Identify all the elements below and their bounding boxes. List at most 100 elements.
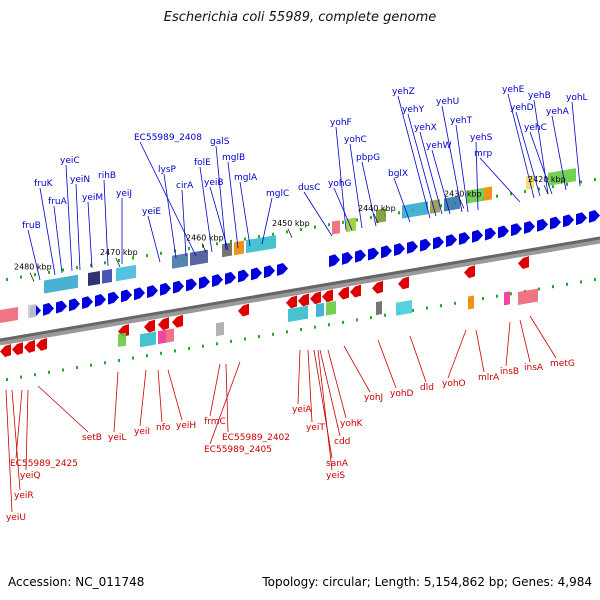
track-tick (90, 263, 92, 267)
feature-block (0, 306, 18, 323)
track-tick (594, 178, 596, 182)
track-tick (342, 220, 344, 224)
feature-block (166, 328, 174, 343)
track-tick (286, 230, 288, 234)
track-tick (132, 356, 134, 360)
forward-gene-label: yehA (546, 107, 570, 117)
track-tick (566, 182, 568, 186)
forward-gene-label: folE (194, 158, 211, 168)
track-tick (62, 268, 64, 272)
reverse-gene-label: nfo (156, 423, 171, 433)
track-tick (6, 277, 8, 281)
track-tick (202, 344, 204, 348)
track-tick (48, 270, 50, 274)
reverse-gene-label: yohO (442, 379, 466, 389)
track-tick (174, 349, 176, 353)
track-tick (440, 204, 442, 208)
leader-line (147, 215, 161, 263)
leader-line (327, 349, 347, 419)
reverse-gene-arrow (238, 303, 249, 317)
track-tick (552, 185, 554, 189)
scale-tick (115, 257, 121, 268)
track-tick (328, 223, 330, 227)
track-tick (6, 377, 8, 381)
scale-label: 2470 kbp (100, 248, 138, 257)
reverse-gene-label: insB (500, 367, 519, 377)
forward-gene-label: yohF (330, 118, 352, 128)
leader-line (529, 315, 557, 359)
leader-line (455, 124, 469, 213)
reverse-gene-arrow (322, 289, 333, 303)
leader-line (209, 186, 229, 251)
forward-gene-label: fruK (34, 179, 54, 189)
scale-label: 2420 kbp (528, 175, 566, 184)
scale-tick (543, 185, 549, 195)
forward-gene-arrow (82, 296, 93, 310)
leader-line (475, 329, 485, 373)
feature-block (116, 264, 136, 282)
leader-line (15, 389, 23, 459)
reverse-gene-label: yeiA (292, 405, 312, 415)
forward-gene-arrow (563, 214, 574, 228)
forward-gene-arrow (550, 216, 561, 230)
forward-gene-label: yehS (470, 133, 493, 143)
track-tick (300, 228, 302, 231)
forward-gene-arrow (95, 293, 106, 307)
leader-line (227, 161, 239, 249)
leader-line (87, 201, 93, 269)
feature-block (548, 168, 576, 186)
reverse-gene-arrow (172, 314, 183, 328)
track-tick (580, 280, 582, 284)
leader-line (53, 205, 63, 274)
track-tick (118, 358, 120, 362)
leader-line (361, 161, 377, 227)
track-tick (426, 306, 428, 310)
reverse-gene-arrow (372, 280, 383, 294)
reverse-gene-arrow (310, 291, 321, 305)
scale-label: 2450 kbp (272, 219, 310, 228)
feature-block (222, 242, 232, 258)
scale-tick (373, 213, 379, 224)
reverse-gene-label: metG (550, 359, 575, 369)
feature-block (468, 295, 474, 310)
track-tick (440, 304, 442, 308)
leader-line (507, 93, 535, 199)
feature-block (376, 301, 382, 316)
track-tick (594, 278, 596, 282)
leader-line (113, 371, 119, 433)
leader-line (407, 113, 437, 217)
forward-gene-label: pbpG (356, 153, 380, 163)
leader-line (447, 329, 467, 379)
scale-label: 2480 kbp (14, 263, 52, 272)
leader-line (377, 339, 397, 389)
track-tick (524, 189, 526, 193)
track-tick (244, 337, 246, 341)
leader-line (139, 141, 197, 257)
track-tick (398, 211, 400, 215)
leader-line (393, 177, 411, 223)
feature-block (466, 187, 484, 204)
leader-line (303, 191, 333, 237)
reverse-gene-label: yeiR (14, 491, 34, 501)
forward-gene-arrow (329, 254, 340, 268)
track-tick (160, 351, 162, 355)
feature-block (44, 274, 78, 294)
reverse-gene-label: yeiI (134, 427, 150, 437)
forward-gene-arrow (459, 232, 470, 245)
reverse-gene-arrow (350, 284, 361, 298)
feature-block (504, 291, 510, 306)
forward-gene-label: fruA (48, 197, 68, 207)
reverse-gene-label: EC55989_2402 (222, 433, 290, 443)
feature-block (158, 329, 166, 345)
reverse-gene-arrow (0, 344, 11, 357)
leader-line (157, 369, 163, 423)
feature-block (140, 331, 156, 348)
reverse-gene-label: cdd (334, 437, 350, 447)
leader-line (65, 164, 73, 272)
leader-line (37, 385, 89, 433)
track-tick (496, 294, 498, 298)
leader-line (167, 369, 183, 421)
forward-gene-arrow (238, 269, 249, 283)
forward-gene-label: EC55989_2408 (134, 133, 202, 143)
forward-gene-arrow (381, 245, 392, 259)
